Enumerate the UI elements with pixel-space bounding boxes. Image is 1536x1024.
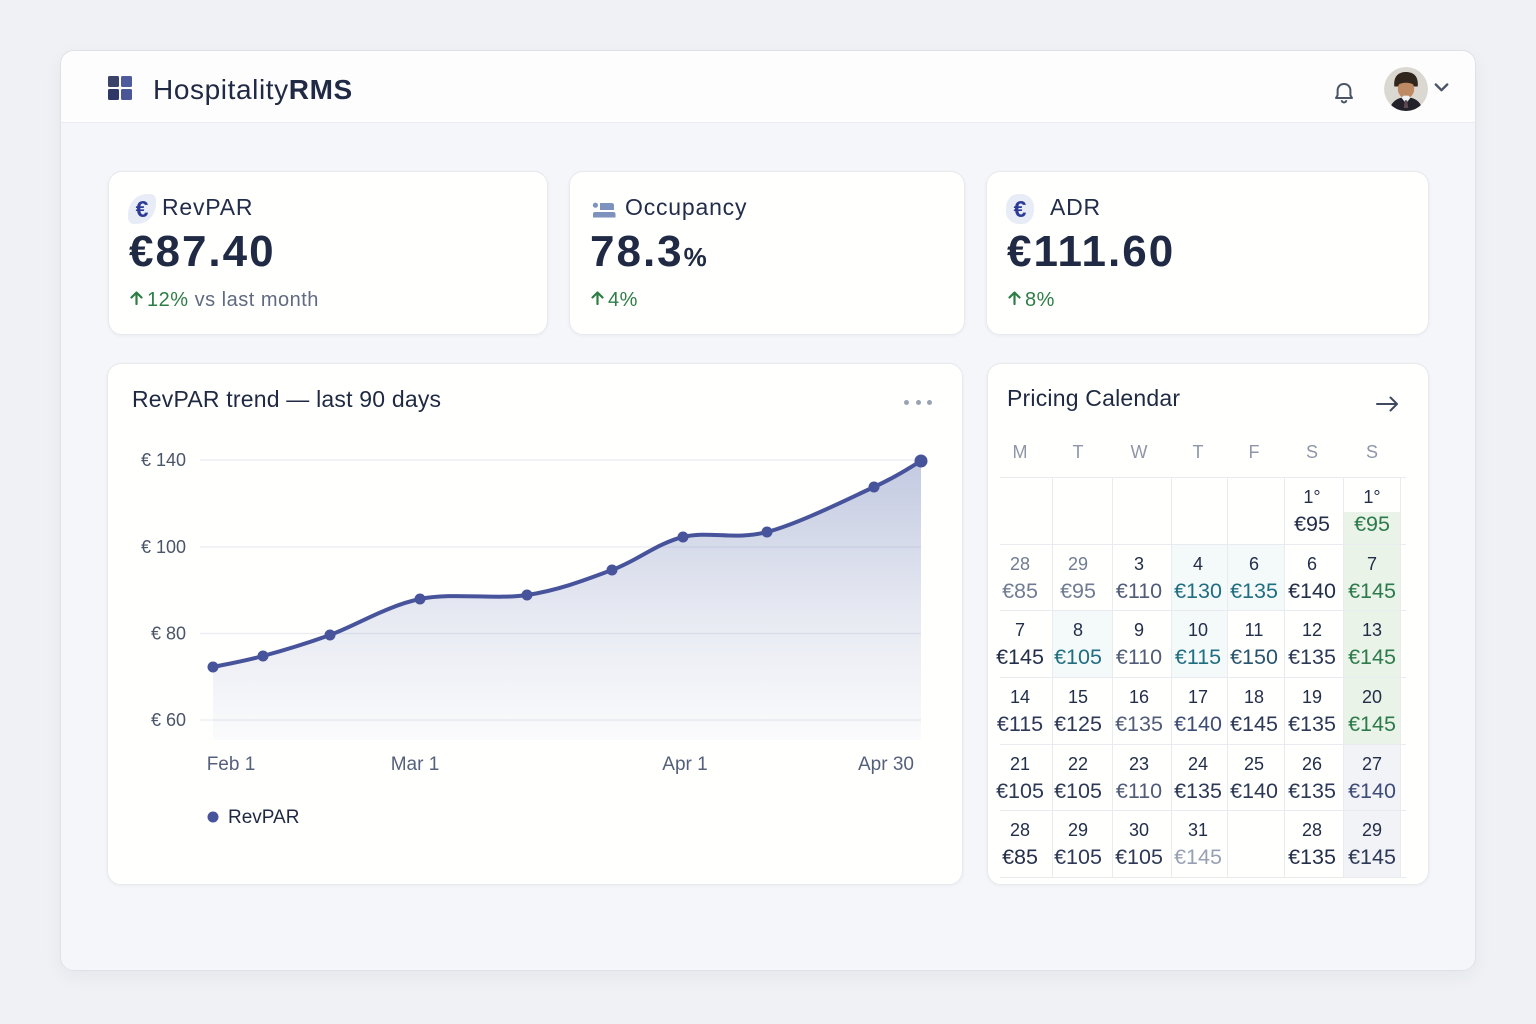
svg-text:RevPAR: RevPAR [228,807,299,828]
svg-text:€ 60: € 60 [151,710,186,730]
svg-text:Feb 1: Feb 1 [207,754,256,775]
svg-text:Apr 1: Apr 1 [662,754,707,775]
svg-text:Mar 1: Mar 1 [391,754,440,775]
svg-text:€ 100: € 100 [141,537,186,557]
svg-text:€ 80: € 80 [151,624,186,644]
svg-text:€ 140: € 140 [141,450,186,470]
svg-text:Apr 30: Apr 30 [858,754,914,775]
